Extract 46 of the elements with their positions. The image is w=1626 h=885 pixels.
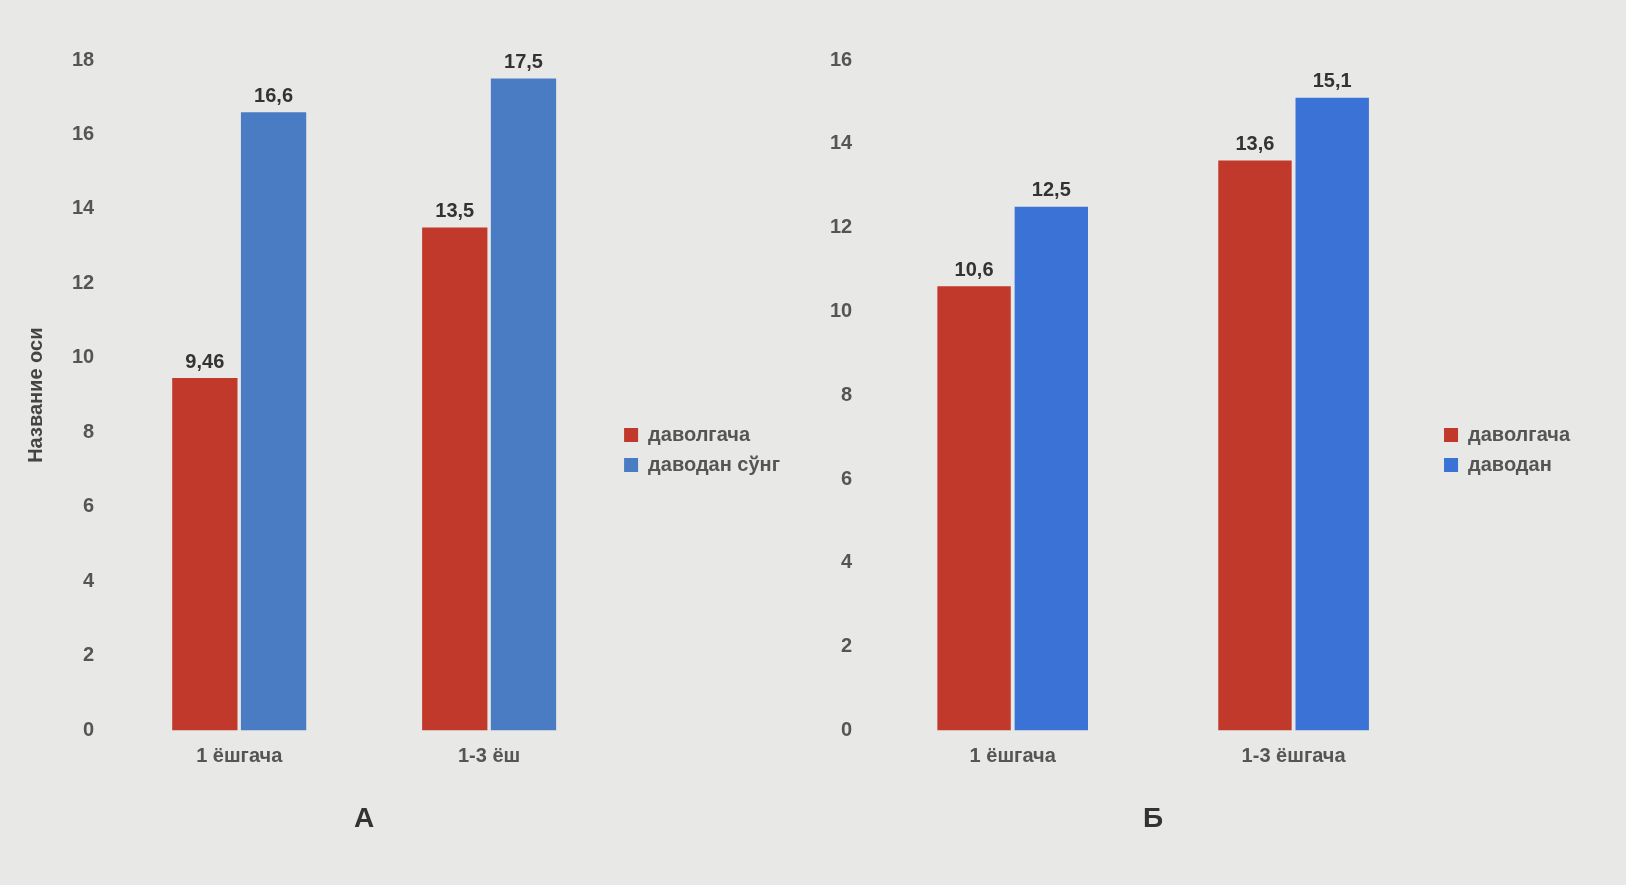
y-tick-label: 10: [72, 345, 95, 368]
y-tick-label: 2: [841, 634, 853, 657]
x-axis-title: А: [354, 801, 375, 833]
data-label: 12,5: [1031, 178, 1071, 201]
data-label: 16,6: [254, 83, 294, 106]
legend-label: даволгача: [648, 422, 751, 445]
y-tick-label: 18: [72, 47, 95, 70]
y-tick-label: 10: [830, 298, 853, 321]
x-tick-label: 1 ёшгача: [196, 743, 284, 766]
y-tick-label: 12: [72, 270, 95, 293]
bar: [1218, 160, 1292, 731]
x-tick-label: 1-3 ёш: [457, 743, 521, 766]
data-label: 10,6: [954, 257, 994, 280]
y-tick-label: 14: [72, 196, 96, 219]
data-label: 9,46: [185, 349, 225, 372]
x-tick-label: 1 ёшгача: [969, 743, 1057, 766]
y-tick-label: 0: [83, 717, 95, 740]
y-tick-label: 8: [841, 382, 853, 405]
y-tick-label: 16: [72, 122, 95, 144]
x-tick-label: 1-3 ёшгача: [1241, 743, 1347, 766]
bar: [1014, 206, 1089, 731]
bar: [240, 112, 307, 731]
y-axis-title: Название оси: [23, 327, 46, 463]
bar: [937, 286, 1011, 731]
legend-label: даводан: [1468, 452, 1552, 475]
legend-label: даводан сўнг: [648, 452, 781, 475]
y-tick-label: 4: [841, 550, 854, 573]
y-tick-label: 4: [83, 568, 96, 591]
y-tick-label: 14: [830, 131, 854, 154]
data-label: 15,1: [1312, 69, 1352, 92]
y-tick-label: 0: [841, 717, 853, 740]
y-tick-label: 6: [841, 466, 853, 489]
bar: [490, 78, 557, 731]
bar: [172, 378, 238, 731]
y-tick-label: 6: [83, 494, 95, 517]
data-label: 13,5: [435, 199, 475, 222]
y-tick-label: 16: [830, 47, 853, 70]
legend-label: даволгача: [1468, 422, 1571, 445]
y-tick-label: 8: [83, 419, 95, 442]
y-tick-label: 2: [83, 643, 95, 666]
x-axis-title: Б: [1143, 801, 1164, 833]
y-tick-label: 12: [830, 215, 853, 238]
bar: [1295, 97, 1369, 731]
data-label: 17,5: [504, 50, 543, 73]
bar: [422, 227, 488, 731]
data-label: 13,6: [1235, 132, 1275, 155]
